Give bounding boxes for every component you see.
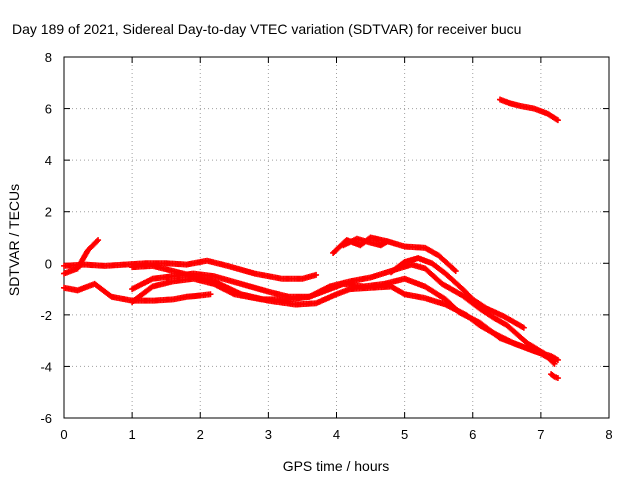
x-tick-label: 5 [401,427,408,442]
data-point [554,117,561,124]
y-tick-label: 4 [45,153,52,168]
series-track-f [129,261,558,367]
y-tick-label: 0 [45,256,52,271]
x-tick-label: 3 [265,427,272,442]
data-point [384,238,391,245]
series-track-i [340,235,391,249]
data-point [313,271,320,278]
x-tick-label: 7 [537,427,544,442]
series-track-k [548,371,561,382]
grid [64,57,609,418]
series-group [61,96,561,382]
y-tick-label: -6 [40,411,52,426]
data-point [551,360,558,367]
x-tick-label: 2 [197,427,204,442]
data-point [550,359,557,366]
y-tick-label: 6 [45,102,52,117]
series-track-g [388,255,527,331]
x-tick-label: 8 [605,427,612,442]
data-point [93,238,100,245]
x-tick-label: 4 [333,427,340,442]
x-axis-label: GPS time / hours [283,458,390,474]
y-tick-label: -2 [40,308,52,323]
chart-title: Day 189 of 2021, Sidereal Day-to-day VTE… [12,21,521,37]
x-tick-label: 0 [60,427,67,442]
axis-ticks: 0 1 2 3 4 5 6 7 8 -6 -4 -2 0 2 4 6 8 [40,50,612,442]
series-track-c [61,280,214,304]
y-tick-label: 2 [45,205,52,220]
data-point [95,237,102,244]
x-tick-label: 1 [129,427,136,442]
data-point [554,375,561,382]
series-track-j [497,96,561,124]
y-tick-label: 8 [45,50,52,65]
data-point [452,268,459,275]
series-track-b [61,237,102,277]
y-tick-label: -4 [40,359,52,374]
data-point [207,291,214,298]
y-axis-label: SDTVAR / TECUs [6,184,22,296]
x-tick-label: 6 [469,427,476,442]
data-point [520,324,527,331]
